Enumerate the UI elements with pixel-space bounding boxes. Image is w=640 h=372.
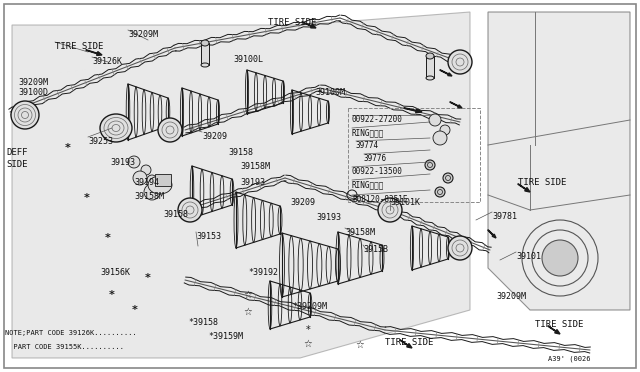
Text: 39158M: 39158M [134,192,164,201]
Ellipse shape [201,63,209,67]
Ellipse shape [100,114,132,142]
Circle shape [128,156,140,168]
Text: 39158: 39158 [163,210,188,219]
Polygon shape [12,12,470,358]
Text: 39209M: 39209M [496,292,526,301]
Circle shape [542,240,578,276]
Text: PART CODE 39155K..........: PART CODE 39155K.......... [5,344,124,350]
Ellipse shape [443,173,453,183]
Text: 39156K: 39156K [100,268,130,277]
Circle shape [429,114,441,126]
Text: *39209M: *39209M [292,302,327,311]
Text: *: * [306,325,310,335]
Text: DEFF: DEFF [6,148,28,157]
Circle shape [141,165,151,175]
Text: *39159M: *39159M [208,332,243,341]
Text: 00922-27200: 00922-27200 [352,115,403,124]
Ellipse shape [11,101,39,129]
Circle shape [144,184,160,200]
Ellipse shape [378,198,402,222]
Text: 39253: 39253 [88,137,113,146]
Ellipse shape [448,50,472,74]
Text: 39158: 39158 [228,148,253,157]
FancyArrow shape [400,340,412,348]
Text: 39209: 39209 [290,198,315,207]
Text: ☆: ☆ [356,340,364,350]
Text: 39193: 39193 [240,178,265,187]
Text: 39194: 39194 [134,178,159,187]
Text: *: * [109,290,115,300]
FancyArrow shape [440,70,452,76]
Text: TIRE SIDE: TIRE SIDE [385,338,433,347]
Text: *: * [145,273,151,283]
FancyArrow shape [488,230,496,238]
Text: *39158: *39158 [188,318,218,327]
Ellipse shape [426,76,434,80]
Text: TIRE SIDE: TIRE SIDE [518,178,566,187]
Text: 39158M: 39158M [240,162,270,171]
Text: *: * [132,305,138,315]
Text: 39158M: 39158M [345,228,375,237]
Ellipse shape [425,160,435,170]
Text: 39193: 39193 [110,158,135,167]
Circle shape [433,131,447,145]
Text: 39126K: 39126K [92,57,122,66]
Text: ☆: ☆ [303,339,312,349]
Text: SIDE: SIDE [6,160,28,169]
Text: *39192: *39192 [248,268,278,277]
Text: 39209M: 39209M [128,30,158,39]
Text: 39100M: 39100M [315,88,345,97]
Text: *: * [84,193,90,203]
Text: 39209: 39209 [202,132,227,141]
Text: 39153: 39153 [196,232,221,241]
Text: RINGリング: RINGリング [352,128,385,137]
FancyArrow shape [404,108,422,113]
Text: A39' (0026: A39' (0026 [548,355,591,362]
Text: TIRE SIDE: TIRE SIDE [535,320,584,329]
Text: 39100L: 39100L [233,55,263,64]
Circle shape [133,171,147,185]
Bar [155,174,171,186]
Text: *: * [65,143,71,153]
FancyArrow shape [548,326,560,334]
Text: 39101: 39101 [516,252,541,261]
Bar [348,108,480,202]
Text: 39781: 39781 [492,212,517,221]
FancyArrow shape [450,102,462,108]
Text: *: * [105,233,111,243]
Text: 39774: 39774 [356,141,379,150]
Text: B08120-8351E: B08120-8351E [352,195,408,204]
FancyArrow shape [302,22,316,28]
Text: 39101K: 39101K [390,198,420,207]
Ellipse shape [426,53,434,59]
Ellipse shape [448,236,472,260]
Text: 3915B: 3915B [363,245,388,254]
Text: TIRE SIDE: TIRE SIDE [55,42,104,51]
Text: TIRE SIDE: TIRE SIDE [268,18,316,27]
Bar [201,43,209,65]
FancyArrow shape [86,50,102,55]
Text: 39209M: 39209M [18,78,48,87]
Circle shape [440,125,450,135]
Text: 39776: 39776 [364,154,387,163]
Text: 39193: 39193 [316,213,341,222]
Ellipse shape [201,40,209,46]
Text: 39100D: 39100D [18,88,48,97]
Ellipse shape [148,176,172,194]
Text: 00922-13500: 00922-13500 [352,167,403,176]
Text: NOTE;PART CODE 39126K..........: NOTE;PART CODE 39126K.......... [5,330,137,336]
Text: ☆: ☆ [244,307,252,317]
Bar [426,56,434,78]
Text: RINGリング: RINGリング [352,180,385,189]
Ellipse shape [435,187,445,197]
FancyArrow shape [518,184,530,192]
Text: ☆: ☆ [244,290,252,300]
Polygon shape [488,12,630,310]
Ellipse shape [178,198,202,222]
Circle shape [147,175,157,185]
Ellipse shape [158,118,182,142]
